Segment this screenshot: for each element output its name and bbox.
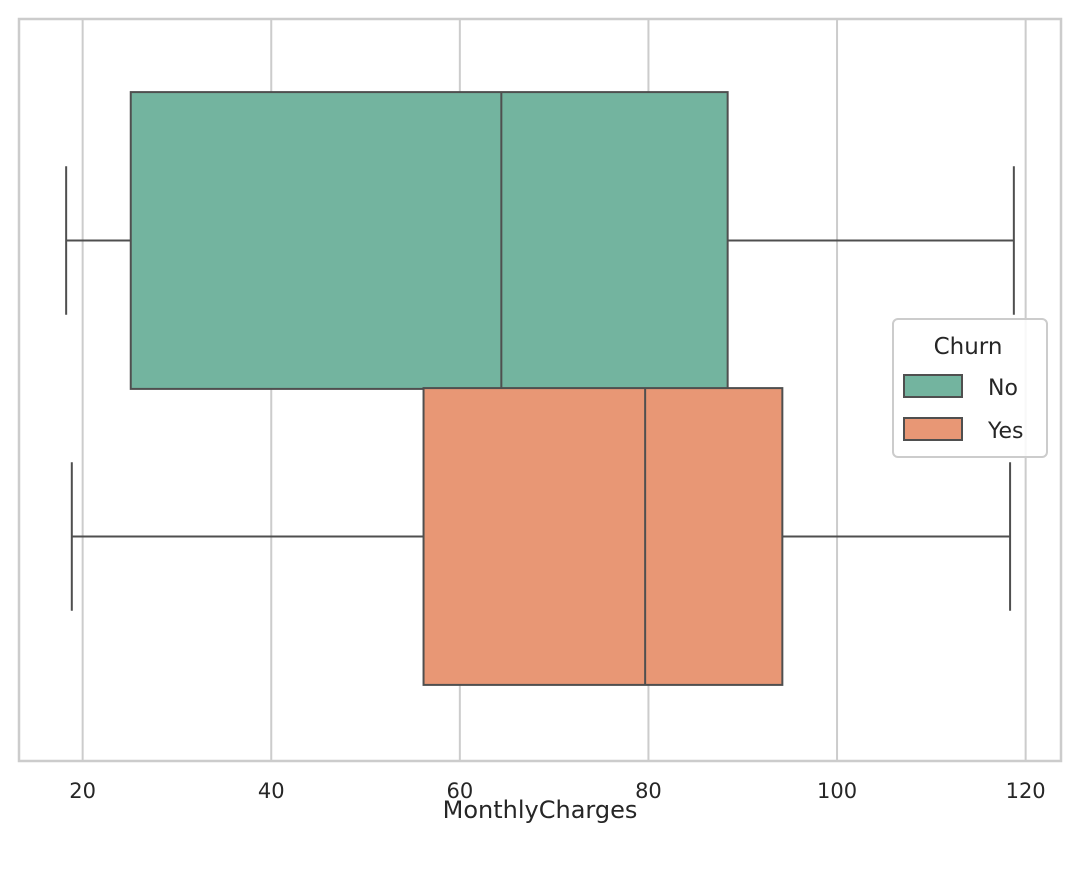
legend: Churn No Yes	[892, 318, 1048, 458]
x-tick-label-80: 80	[635, 779, 662, 803]
legend-label-yes: Yes	[987, 419, 1024, 444]
x-tick-label-40: 40	[258, 779, 285, 803]
box-no	[129, 91, 729, 390]
legend-swatch-no	[903, 374, 963, 398]
boxes	[65, 91, 1015, 686]
x-tick-label-100: 100	[817, 779, 857, 803]
legend-label-no: No	[988, 376, 1018, 401]
box-yes	[422, 387, 784, 686]
x-tick-label-120: 120	[1006, 779, 1046, 803]
box-group-yes	[70, 387, 1012, 686]
x-ticks: 20 40 60 80 100 120	[69, 779, 1045, 803]
x-axis-title: MonthlyCharges	[443, 796, 638, 824]
x-tick-label-60: 60	[446, 779, 473, 803]
box-group-no	[65, 91, 1015, 390]
legend-swatch-yes	[903, 417, 963, 441]
x-tick-label-20: 20	[69, 779, 96, 803]
plot-frame	[17, 17, 1063, 763]
legend-title: Churn	[934, 334, 1003, 360]
